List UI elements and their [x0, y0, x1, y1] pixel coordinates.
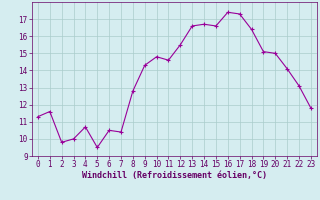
X-axis label: Windchill (Refroidissement éolien,°C): Windchill (Refroidissement éolien,°C) — [82, 171, 267, 180]
